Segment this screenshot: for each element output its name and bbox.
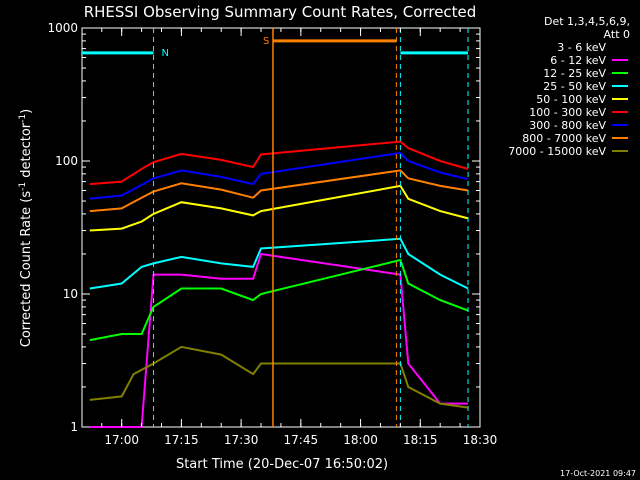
series-line-2 — [89, 258, 469, 342]
x-tick-label-6: 18:30 — [463, 433, 498, 447]
y-axis-ticks: 1 10 100 1000 — [47, 21, 480, 434]
legend-entry-6: 300 - 800 keV — [529, 119, 606, 132]
series-line-3 — [89, 237, 469, 290]
timestamp: 17-Oct-2021 09:47 — [560, 469, 636, 478]
flags-layer: NS — [82, 28, 469, 427]
series-line-4 — [89, 184, 469, 232]
x-tick-label-1: 17:15 — [164, 433, 199, 447]
series-line-5 — [89, 140, 469, 186]
x-tick-label-5: 18:15 — [403, 433, 438, 447]
y-tick-label-2: 100 — [55, 154, 78, 168]
legend-header-1: Det 1,3,4,5,6,9, — [544, 15, 630, 28]
x-tick-label-3: 17:45 — [284, 433, 319, 447]
y-tick-label-3: 1000 — [47, 21, 78, 35]
flag-label-1: S — [263, 36, 269, 47]
y-axis-label: Corrected Count Rate (s-1 detector-1) — [18, 109, 34, 347]
chart-title: RHESSI Observing Summary Count Rates, Co… — [84, 3, 477, 21]
x-axis-ticks: 17:00 17:15 17:30 17:45 18:00 18:15 18:30 — [101, 28, 498, 447]
y-tick-label-0: 1 — [70, 420, 78, 434]
series-line-8 — [89, 345, 469, 409]
plot-frame — [81, 27, 481, 428]
legend-entry-8: 7000 - 15000 keV — [508, 145, 606, 158]
x-tick-label-2: 17:30 — [224, 433, 259, 447]
legend-entry-7: 800 - 7000 keV — [522, 132, 606, 145]
legend-entry-2: 12 - 25 keV — [543, 67, 606, 80]
x-tick-label-0: 17:00 — [104, 433, 139, 447]
legend-entry-5: 100 - 300 keV — [529, 106, 606, 119]
series-line-1 — [89, 252, 469, 428]
x-tick-label-4: 18:00 — [343, 433, 378, 447]
legend-entry-4: 50 - 100 keV — [536, 93, 606, 106]
legend-entry-3: 25 - 50 keV — [543, 80, 606, 93]
y-tick-label-1: 10 — [63, 287, 78, 301]
series-line-7 — [89, 169, 469, 213]
flag-label-0: N — [162, 48, 169, 59]
series-line-0 — [89, 339, 469, 405]
legend-entry-1: 6 - 12 keV — [550, 54, 606, 67]
legend-entry-0: 3 - 6 keV — [557, 41, 606, 54]
x-axis-label: Start Time (20-Dec-07 16:50:02) — [176, 457, 388, 472]
series-layer — [89, 140, 469, 428]
plot-area-border — [81, 27, 481, 428]
legend-header-2: Att 0 — [604, 28, 630, 41]
series-line-6 — [89, 151, 469, 200]
